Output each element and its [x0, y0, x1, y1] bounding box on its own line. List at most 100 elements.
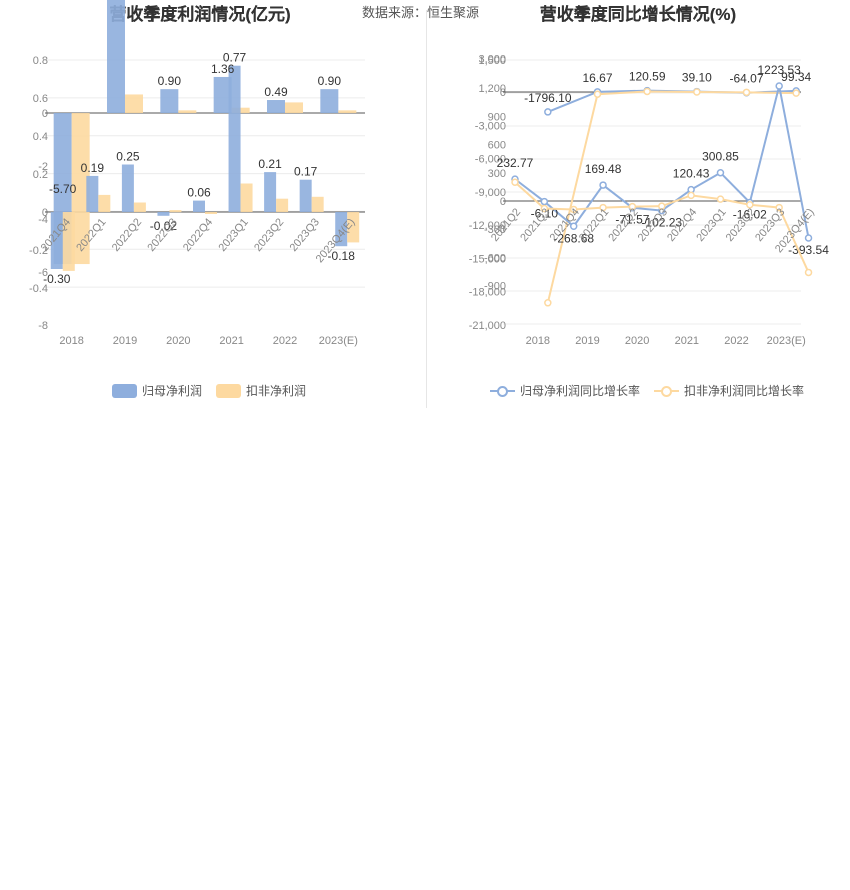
- bar-quarterly: [347, 212, 360, 243]
- y-tick-quarterly: -0.4: [29, 283, 48, 295]
- bar-annual: [231, 107, 250, 113]
- x-tick-annual: 2022: [724, 335, 748, 347]
- y-tick-quarterly: 1,200: [478, 83, 506, 95]
- legend-swatch-parent-growth: [490, 384, 515, 398]
- y-tick-quarterly: 0: [42, 207, 48, 219]
- x-tick-annual: 2020: [166, 335, 190, 347]
- data-label-quarterly: 300.85: [702, 150, 739, 164]
- point-quarterly: [775, 203, 783, 212]
- point-quarterly: [804, 234, 813, 242]
- data-label-quarterly: 0.77: [223, 51, 247, 65]
- growth-line-chart: 营收年度同比增长情况(%)营收季度同比增长情况(%) 1,500 1,200 900 6…: [469, 4, 830, 347]
- bar-annual: [107, 0, 125, 113]
- legend-item-deducted-growth[interactable]: 扣非净利润同比增长率: [654, 382, 804, 399]
- point-annual: [792, 89, 800, 97]
- y-tick-quarterly: 300: [488, 168, 506, 180]
- y-tick-annual: -2: [38, 161, 48, 173]
- point-quarterly: [540, 204, 549, 213]
- legend-item-parent-profit[interactable]: 归母净利润: [112, 382, 202, 399]
- point-annual: [544, 108, 552, 116]
- growth-chart-panel: 营收年度同比增长情况(%) 营收季度同比增长情况(%) 1,500 1,200 900 6…: [428, 0, 850, 410]
- y-tick-quarterly: -300: [484, 224, 506, 236]
- legend-item-deducted-profit[interactable]: 扣非净利润: [216, 382, 306, 399]
- bar-annual: [338, 110, 357, 113]
- data-label-annual: 16.67: [582, 71, 612, 85]
- legend-label-deducted-growth: 扣非净利润同比增长率: [684, 384, 805, 398]
- data-label-quarterly: 0.19: [81, 161, 105, 175]
- chart-title-annual: 营收年度同比增长情况(%): [540, 4, 736, 24]
- y-tick-annual: 0: [42, 108, 48, 120]
- data-label-annual: 0.90: [158, 74, 182, 88]
- bar-quarterly: [62, 212, 75, 271]
- y-tick-annual: -12,000: [469, 220, 506, 232]
- y-tick-quarterly: 600: [488, 140, 506, 152]
- y-tick-quarterly: 0.4: [33, 131, 48, 143]
- bar-quarterly: [193, 200, 205, 212]
- legend-item-parent-growth[interactable]: 归母净利润同比增长率: [490, 382, 640, 399]
- profit-chart-panel: 营收年度利润情况(亿元) 营收季度利润情况(亿元) 数据来源：恒生聚源 0.8 0.6 0…: [0, 0, 479, 410]
- data-label-annual: -1796.10: [524, 91, 572, 105]
- point-quarterly: [599, 203, 607, 212]
- data-label-quarterly: -102.23: [641, 216, 682, 230]
- data-label-quarterly: -0.30: [43, 272, 71, 286]
- data-label-quarterly: 1223.53: [757, 63, 801, 77]
- y-tick-quarterly: 1,500: [478, 55, 506, 67]
- x-tick-annual: 2022: [273, 335, 297, 347]
- point-annual: [742, 88, 751, 97]
- data-label-quarterly: -393.54: [788, 243, 829, 257]
- point-quarterly: [746, 201, 754, 209]
- data-label-quarterly: 0.21: [258, 157, 282, 171]
- bar-annual: [320, 89, 339, 113]
- y-tick-quarterly: 0.2: [33, 169, 48, 181]
- bar-annual: [71, 113, 90, 265]
- x-tick-annual: 2021: [219, 335, 243, 347]
- bar-quarterly: [133, 202, 146, 212]
- y-tick-quarterly: 900: [488, 111, 506, 123]
- point-quarterly: [599, 181, 607, 189]
- bar-quarterly: [169, 210, 182, 213]
- data-label-quarterly: -71.57: [615, 213, 649, 227]
- profit-legend: 归母净利润 扣非净利润: [112, 382, 306, 399]
- panel-divider: [426, 10, 427, 408]
- bar-quarterly: [264, 172, 277, 212]
- data-source: 数据来源：恒生聚源: [362, 5, 479, 20]
- x-tick-quarterly: 2022Q4: [181, 216, 215, 254]
- x-tick-annual: 2019: [113, 335, 137, 347]
- legend-swatch-deducted-growth: [654, 384, 680, 398]
- y-tick-annual: -9,000: [475, 187, 506, 199]
- bar-annual: [213, 76, 232, 113]
- data-label-annual: 39.10: [682, 71, 712, 85]
- bar-annual: [285, 102, 303, 113]
- bar-annual: [178, 110, 197, 113]
- y-tick-quarterly: -900: [484, 281, 506, 293]
- point-quarterly: [716, 168, 725, 177]
- y-tick-annual: -3,000: [475, 120, 506, 132]
- point-quarterly: [569, 205, 578, 214]
- legend-swatch-deducted-profit: [216, 383, 242, 398]
- x-tick-quarterly: 2023Q3: [288, 216, 322, 254]
- chart-title-annual: 营收年度利润情况(亿元): [109, 4, 290, 24]
- point-quarterly: [775, 82, 783, 90]
- x-tick-quarterly: 2022Q2: [110, 216, 144, 254]
- y-tick-quarterly: -600: [484, 252, 506, 264]
- y-tick-annual: -8: [38, 320, 48, 332]
- line-annual: [547, 89, 797, 113]
- x-tick-quarterly: 2023Q2: [252, 216, 286, 254]
- x-tick-annual: 2023(E): [767, 335, 806, 347]
- bar-quarterly: [311, 196, 324, 212]
- data-label-quarterly: 0.06: [187, 186, 211, 200]
- bar-quarterly: [299, 179, 312, 212]
- y-tick-annual: -6: [38, 267, 48, 279]
- x-tick-annual: 2023(E): [319, 335, 358, 347]
- point-quarterly: [511, 178, 519, 186]
- point-quarterly: [658, 202, 666, 210]
- data-label-quarterly: 0.17: [294, 165, 318, 179]
- data-label-annual: 99.34: [781, 70, 811, 84]
- growth-legend: 归母净利润同比增长率 扣非净利润同比增长率: [490, 382, 804, 399]
- y-tick-annual: -18,000: [469, 287, 506, 299]
- y-tick-annual: 3,000: [478, 54, 506, 66]
- point-annual: [593, 90, 602, 98]
- chart-title-quarterly: 营收季度同比增长情况(%): [540, 4, 736, 24]
- chart-title-quarterly: 营收季度利润情况(亿元): [109, 4, 290, 24]
- y-tick-annual: -21,000: [469, 320, 506, 332]
